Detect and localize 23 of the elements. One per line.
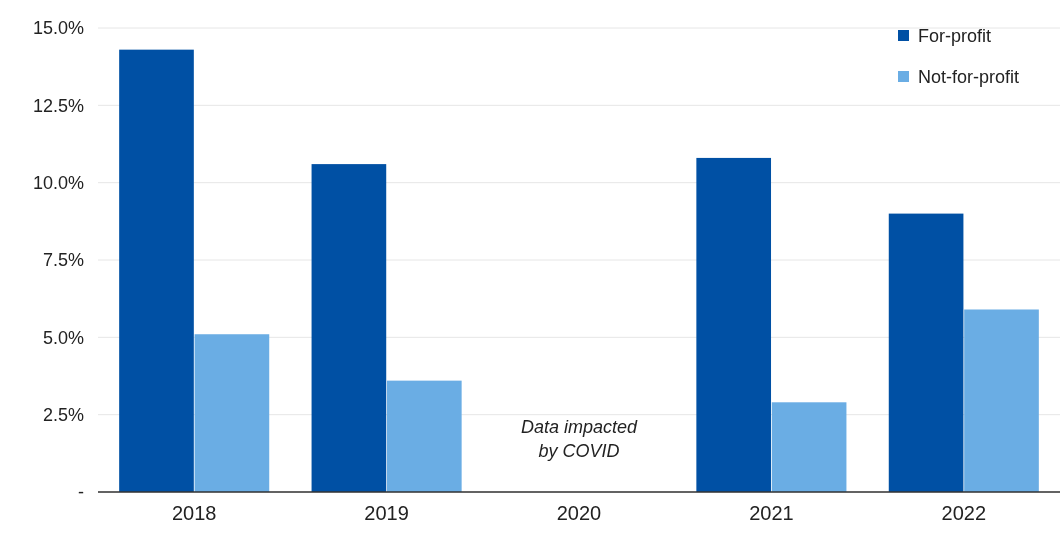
bar — [771, 402, 847, 492]
bar — [964, 309, 1039, 492]
x-tick-label: 2020 — [556, 502, 602, 525]
x-tick-label: 2019 — [364, 502, 409, 525]
y-tick-label: - — [78, 482, 84, 503]
y-tick-label: 10.0% — [32, 172, 84, 193]
legend-label: For-profit — [918, 26, 992, 46]
bar — [311, 164, 387, 492]
x-tick-label: 2018 — [171, 502, 217, 525]
x-tick-label: 2021 — [749, 502, 794, 525]
legend-label: Not-for-profit — [918, 67, 1020, 87]
y-tick-label: 15.0% — [32, 18, 84, 39]
bar — [386, 380, 462, 492]
bar — [696, 157, 772, 492]
y-tick-label: 2.5% — [42, 404, 84, 425]
annotation: Data impacted by COVID — [520, 416, 639, 461]
bar — [194, 334, 270, 492]
y-tick-label: 5.0% — [42, 327, 84, 348]
y-tick-label: 7.5% — [42, 250, 84, 271]
y-tick-label: 12.5% — [32, 95, 84, 116]
bar — [888, 213, 964, 492]
bar — [119, 49, 194, 492]
x-tick-label: 2022 — [941, 502, 987, 525]
